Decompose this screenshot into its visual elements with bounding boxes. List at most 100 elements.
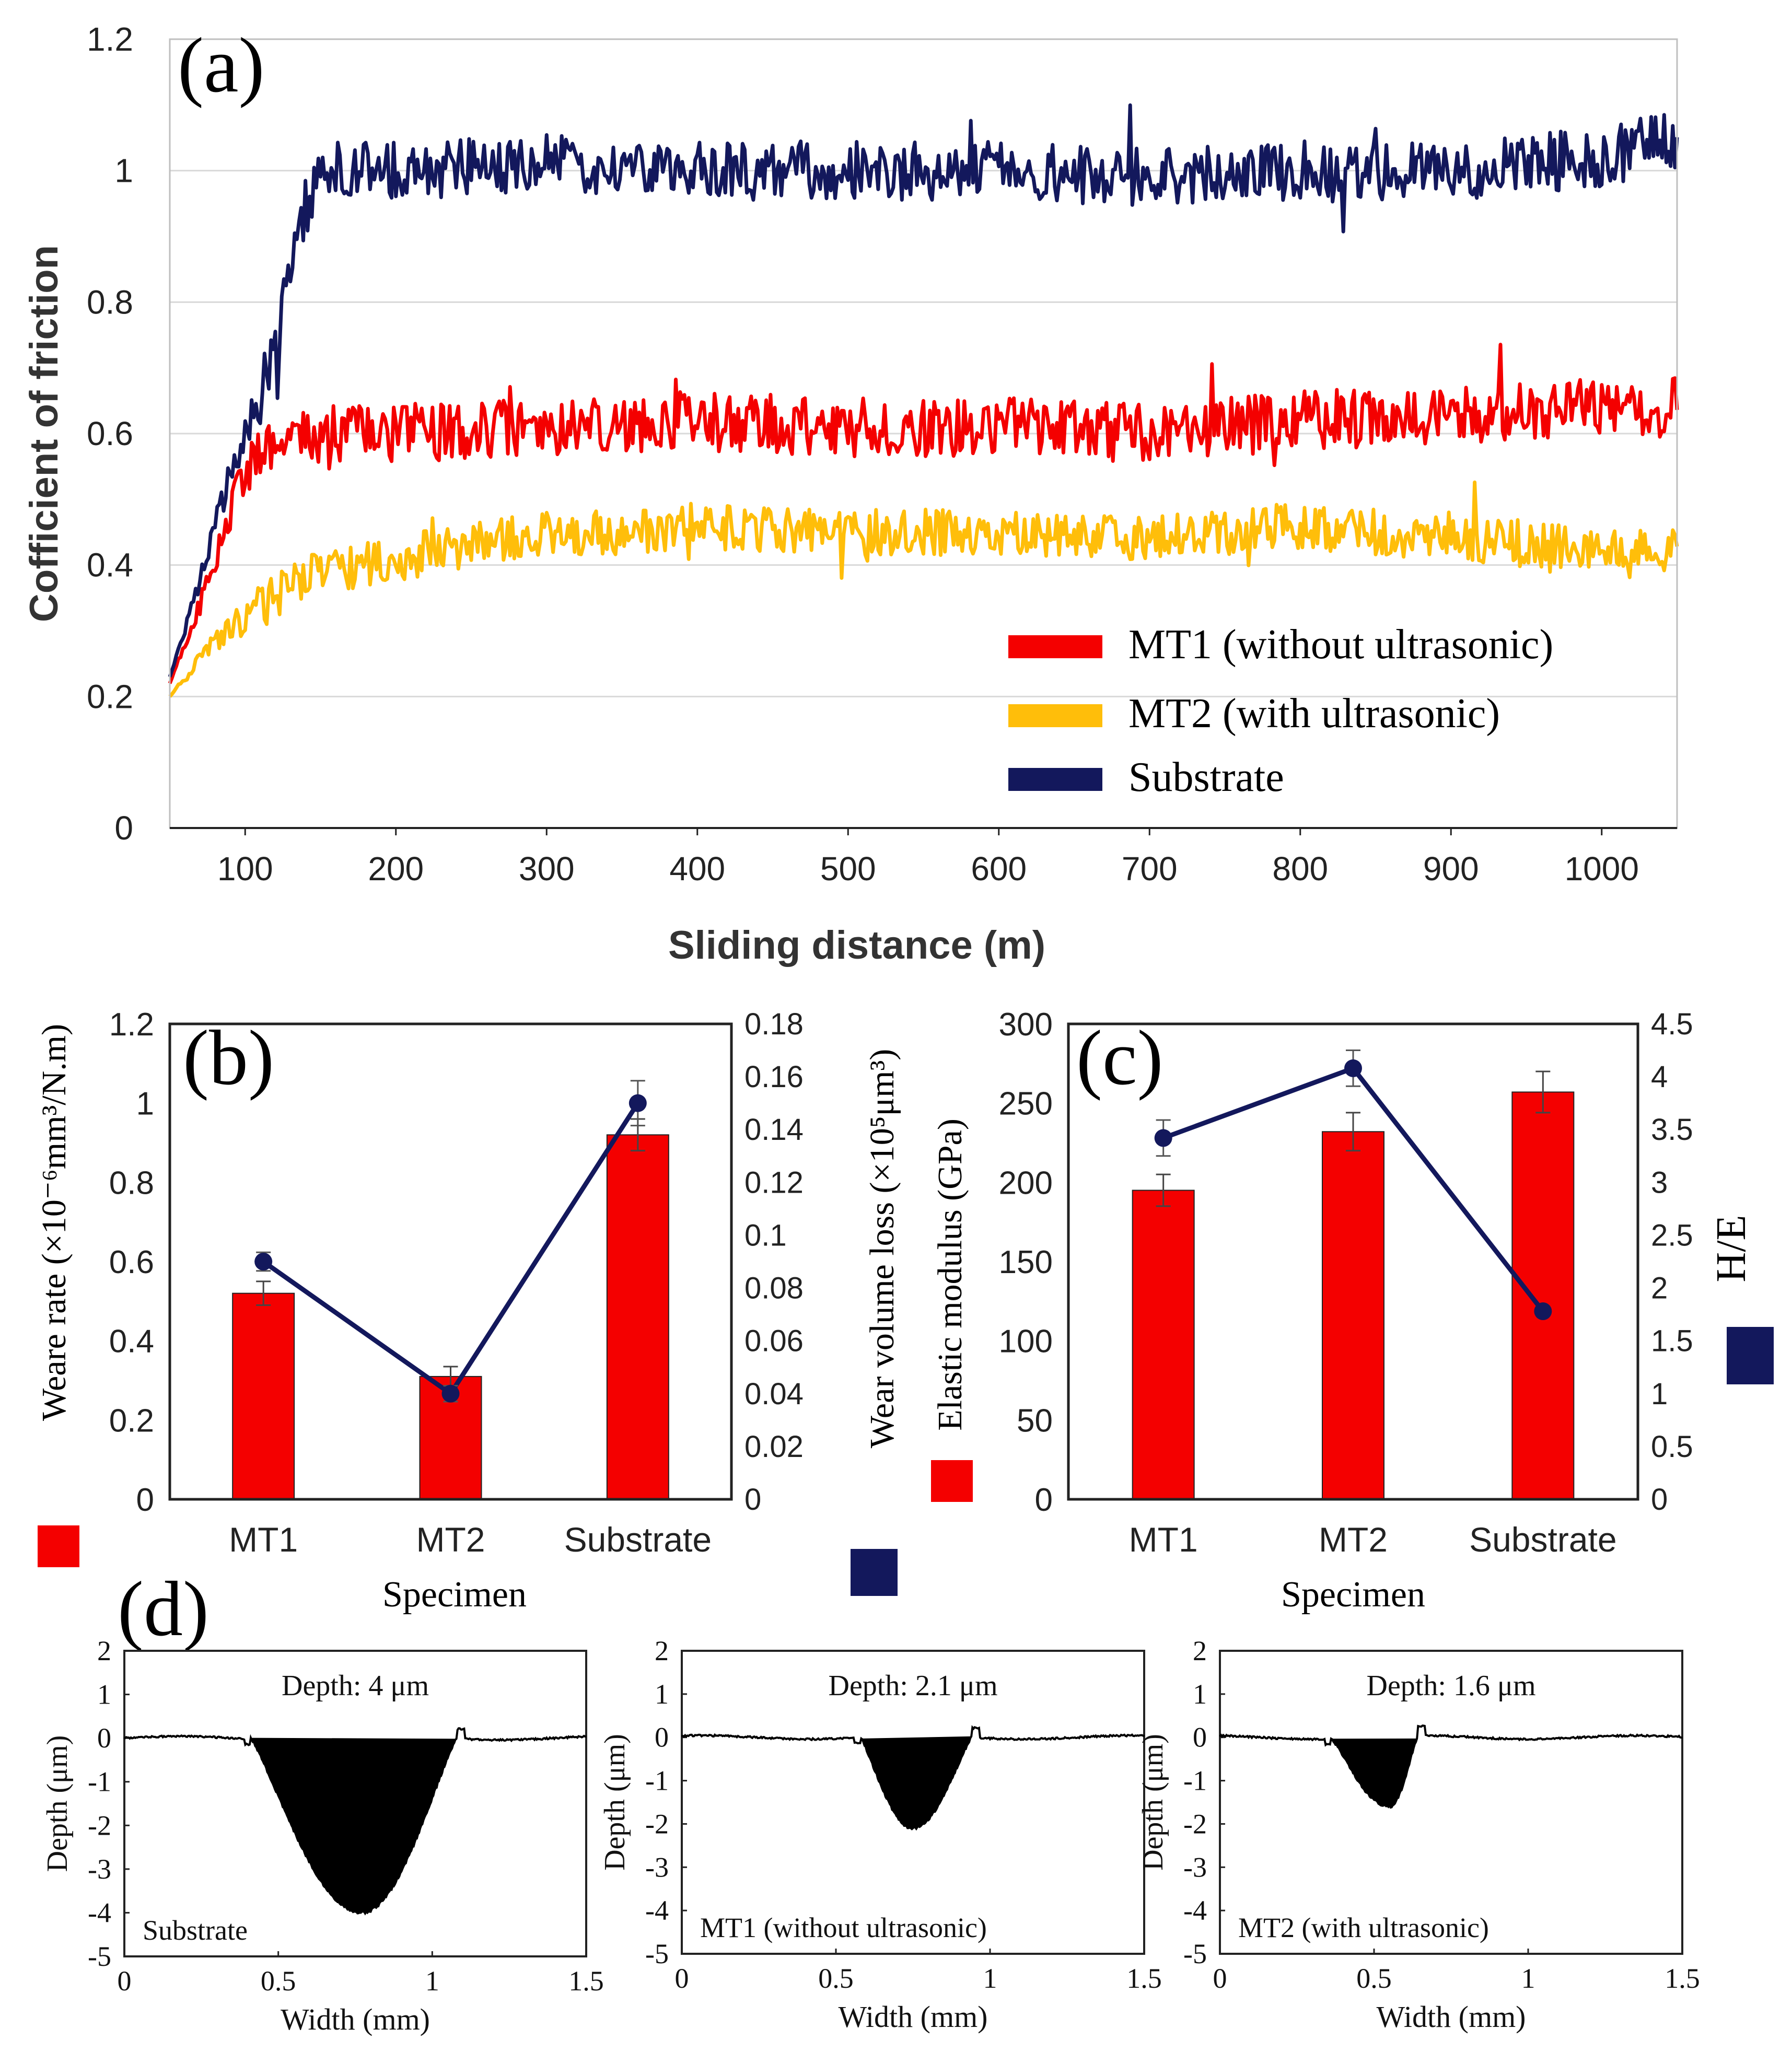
width-tick-label-2: 1 [983, 1963, 997, 1994]
x-tick-label-6: 700 [1122, 850, 1178, 888]
right-tick-label-4: 0.08 [744, 1272, 804, 1305]
width-axis-title: Width (mm) [838, 2000, 987, 2034]
bar-0 [232, 1292, 295, 1500]
legend-label-mt2: MT2 (with ultrasonic) [1128, 691, 1500, 737]
bar-2 [1511, 1091, 1575, 1500]
bar-error-0 [256, 1280, 271, 1306]
profile-frame [1219, 1650, 1683, 1955]
y-tick-label-1: 0.2 [87, 678, 133, 715]
legend-swatch-substrate [1008, 768, 1102, 791]
depth-tick-label-2: 0 [1193, 1722, 1207, 1753]
right-tick-label-7: 0.14 [744, 1113, 804, 1147]
panel-c-right-axis-swatch [1727, 1327, 1774, 1384]
specimen-label: Substrate [143, 1915, 248, 1946]
panel-c-right-ticks: 0 0.5 1 1.5 2 2.5 3 3.5 4 4.5 [1651, 1007, 1693, 1517]
line-point-0 [1154, 1129, 1172, 1147]
depth-tick-label-1: 1 [97, 1679, 111, 1710]
right-tick-label-0: 0 [744, 1483, 761, 1517]
width-tick-label-3: 1.5 [1126, 1963, 1162, 1994]
left-tick-label-6: 1.2 [109, 1007, 154, 1043]
bar-0 [1132, 1190, 1195, 1500]
panel-b-right-axis-swatch [851, 1549, 898, 1596]
legend-swatch-mt1 [1008, 635, 1102, 658]
panel-a-series [168, 103, 1679, 698]
category-label-1: MT2 [1319, 1520, 1388, 1559]
left-tick-label-6: 300 [999, 1007, 1053, 1043]
x-tick-label-5: 600 [971, 850, 1027, 888]
depth-tick-label-3: -1 [88, 1766, 111, 1798]
depth-tick-label-6: -4 [645, 1895, 669, 1926]
right-tick-label-8: 0.16 [744, 1060, 804, 1094]
depth-tick-label-3: -1 [1183, 1765, 1207, 1797]
right-tick-label-1: 0.02 [744, 1430, 804, 1464]
bar-1 [1322, 1131, 1384, 1500]
left-tick-label-3: 0.6 [109, 1244, 154, 1280]
panel-d-label: (d) [118, 1566, 209, 1652]
panel-b-axes [168, 1022, 733, 1501]
depth-tick-label-4: -2 [1183, 1808, 1207, 1839]
depth-tick-label-7: -5 [645, 1938, 669, 1969]
panel-b-label: (b) [183, 1015, 274, 1101]
right-tick-label-6: 0.12 [744, 1165, 804, 1199]
left-tick-label-0: 0 [136, 1482, 154, 1518]
right-tick-label-2: 0.04 [744, 1377, 804, 1411]
width-tick-label-0: 0 [1213, 1963, 1227, 1994]
legend-label-substrate: Substrate [1128, 754, 1284, 800]
series-line-substrate [168, 103, 1679, 678]
depth-tick-label-3: -1 [645, 1765, 669, 1797]
c-plot-frame [1067, 1022, 1639, 1501]
panel-b-line [254, 1080, 647, 1403]
depth-tick-label-4: -2 [88, 1810, 111, 1841]
depth-annotation: Depth: 1.6 μm [1367, 1670, 1536, 1702]
line-point-2 [1534, 1302, 1552, 1321]
line-point-1 [1344, 1059, 1362, 1077]
depth-tick-label-6: -4 [1183, 1895, 1207, 1926]
right-tick-label-6: 3 [1651, 1165, 1668, 1199]
width-tick-label-1: 0.5 [261, 1965, 296, 1997]
groove-area [251, 1738, 457, 1914]
specimen-label: MT2 (with ultrasonic) [1238, 1912, 1489, 1943]
width-axis-title: Width (mm) [1376, 2000, 1526, 2034]
depth-tick-label-5: -3 [1183, 1851, 1207, 1883]
x-tick-label-9: 1000 [1565, 850, 1639, 888]
width-tick-label-2: 1 [1521, 1963, 1535, 1994]
category-label-2: Substrate [1469, 1520, 1617, 1559]
bar-2 [606, 1134, 669, 1500]
left-tick-label-0: 0 [1035, 1482, 1053, 1518]
left-tick-label-4: 200 [999, 1165, 1053, 1201]
y-tick-label-0: 0 [114, 809, 133, 847]
y-tick-label-6: 1.2 [87, 20, 133, 58]
panel-b-left-axis-title: Weare rate (×10⁻⁶mm³/N.m) [35, 1024, 73, 1421]
y-tick-label-3: 0.6 [87, 415, 133, 452]
x-tick-label-4: 500 [820, 850, 876, 888]
bar-error-1 [1346, 1112, 1360, 1152]
width-axis-title: Width (mm) [281, 2002, 430, 2036]
panel-c-left-axis-title: Elastic modulus (GPa) [931, 1118, 969, 1431]
panel-c-line [1154, 1050, 1552, 1321]
legend-label-mt1: MT1 (without ultrasonic) [1128, 622, 1553, 668]
depth-tick-label-2: 0 [97, 1722, 111, 1754]
right-tick-label-2: 1 [1651, 1377, 1668, 1411]
groove-area [1331, 1738, 1417, 1808]
depth-tick-label-0: 2 [97, 1635, 111, 1666]
specimen-label: MT1 (without ultrasonic) [700, 1912, 987, 1943]
depth-tick-label-7: -5 [1183, 1938, 1207, 1969]
line-point-0 [254, 1253, 273, 1270]
right-tick-label-5: 0.1 [744, 1218, 787, 1252]
depth-annotation: Depth: 4 μm [282, 1670, 429, 1702]
bar-error-2 [1535, 1070, 1551, 1114]
left-tick-label-4: 0.8 [109, 1165, 154, 1201]
left-tick-label-1: 50 [1017, 1403, 1053, 1439]
right-tick-label-4: 2 [1651, 1272, 1668, 1305]
depth-annotation: Depth: 2.1 μm [829, 1670, 998, 1702]
width-tick-label-3: 1.5 [1665, 1963, 1700, 1994]
right-tick-label-3: 0.06 [744, 1324, 804, 1358]
profile-frame [681, 1650, 1145, 1955]
panel-b-bars [232, 1118, 669, 1500]
right-tick-label-7: 3.5 [1651, 1113, 1693, 1147]
panel-c-category-labels: MT1 MT2 Substrate [1129, 1520, 1617, 1559]
series-line-mt1 [168, 343, 1679, 684]
depth-tick-label-1: 1 [1193, 1678, 1207, 1710]
